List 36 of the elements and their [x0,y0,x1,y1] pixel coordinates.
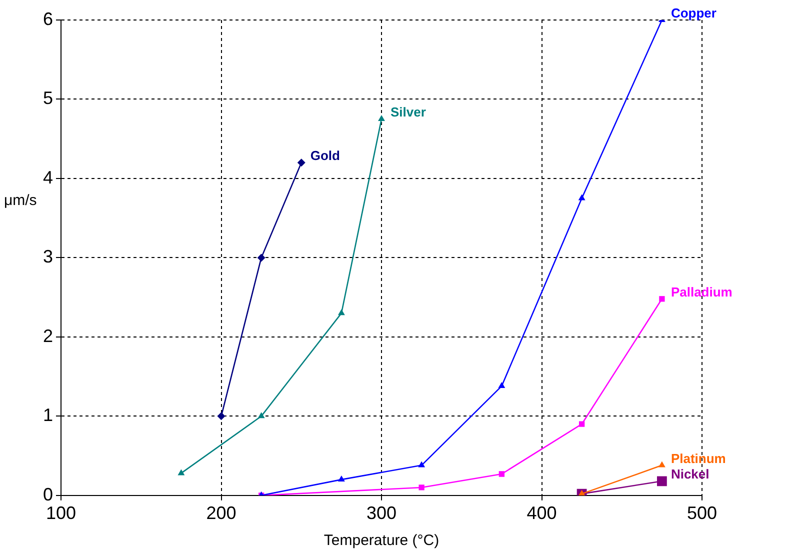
y-tick-label: 4 [42,167,54,188]
x-tick-label: 300 [366,503,397,524]
series-label: Palladium [670,284,732,300]
x-tick-label: 500 [686,503,718,524]
point [418,484,424,490]
series-label: Copper [670,6,716,21]
x-tick-label: 100 [46,503,76,524]
y-tick-label: 3 [42,246,54,267]
point [338,309,345,316]
point [338,476,345,482]
y-tick-label: 5 [42,88,54,108]
point [257,254,266,262]
point [498,382,506,388]
point [418,461,426,468]
point [578,421,585,427]
y-tick-label: 6 [42,8,54,29]
x-tick-label: 200 [206,503,236,524]
y-tick-label: 1 [42,405,54,426]
series-label: Silver [390,104,426,120]
point [297,158,306,167]
point [378,115,385,122]
point [217,412,226,420]
point [659,296,665,302]
y-axis-title: μm/s [4,192,37,209]
point [656,476,667,486]
series-label: Nickel [670,466,710,482]
series-label: Gold [310,148,340,164]
point [498,471,505,477]
point [578,194,586,200]
series-label: Platinum [670,450,726,466]
y-tick-label: 0 [42,484,54,504]
x-axis-title: Temperature (°C) [324,532,440,550]
x-tick-label: 400 [526,503,557,524]
point [258,412,265,418]
y-tick-label: 2 [42,326,54,346]
point [178,469,185,476]
